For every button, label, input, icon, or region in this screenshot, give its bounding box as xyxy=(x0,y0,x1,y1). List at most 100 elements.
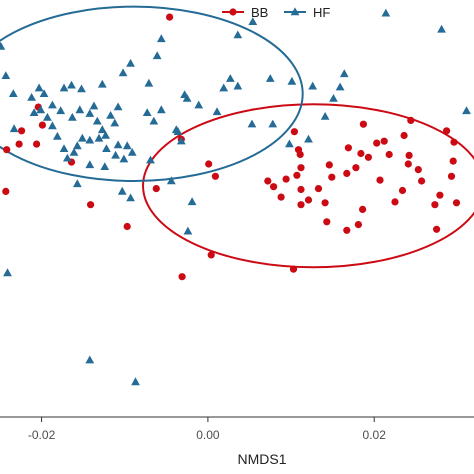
ellipse-hf xyxy=(0,5,304,182)
x-axis-title: NMDS1 xyxy=(237,451,286,467)
point-hf xyxy=(166,176,176,185)
point-bb xyxy=(178,273,186,281)
point-hf xyxy=(329,94,338,102)
point-bb xyxy=(304,196,313,204)
point-bb xyxy=(87,201,95,209)
point-hf xyxy=(146,155,155,164)
point-bb xyxy=(207,251,215,259)
x-tick-label: 0.02 xyxy=(363,428,387,442)
point-hf xyxy=(127,148,137,156)
confidence-ellipses xyxy=(0,5,474,269)
point-bb xyxy=(352,164,360,172)
point-hf xyxy=(59,83,69,92)
legend-marker-hf xyxy=(290,7,300,16)
point-bb xyxy=(296,150,304,159)
point-bb xyxy=(414,166,422,174)
point-hf xyxy=(36,105,46,114)
point-hf xyxy=(73,179,82,188)
point-hf xyxy=(34,83,44,92)
data-points xyxy=(0,8,471,386)
point-hf xyxy=(320,112,330,120)
point-hf xyxy=(247,119,257,128)
point-hf xyxy=(39,89,49,97)
point-hf xyxy=(73,141,82,150)
point-bb xyxy=(359,205,367,213)
point-bb xyxy=(404,160,412,168)
point-hf xyxy=(9,124,19,133)
point-bb xyxy=(400,131,408,140)
point-hf xyxy=(111,150,120,159)
point-bb xyxy=(166,13,174,21)
point-hf xyxy=(437,24,446,33)
point-hf xyxy=(149,116,159,125)
point-bb xyxy=(373,139,381,147)
point-hf xyxy=(29,108,39,116)
point-hf xyxy=(27,93,36,101)
point-bb xyxy=(359,120,367,128)
point-hf xyxy=(187,197,197,206)
point-hf xyxy=(157,34,166,43)
point-bb xyxy=(18,127,26,135)
point-bb xyxy=(354,221,362,229)
point-bb xyxy=(398,186,407,195)
point-bb xyxy=(152,185,160,193)
point-hf xyxy=(0,41,6,50)
point-hf xyxy=(119,154,129,163)
point-hf xyxy=(85,160,95,169)
point-hf xyxy=(56,106,66,115)
point-hf xyxy=(122,141,132,150)
point-hf xyxy=(248,17,258,25)
point-hf xyxy=(113,102,123,111)
point-hf xyxy=(335,82,345,91)
point-bb xyxy=(436,191,444,199)
point-bb xyxy=(418,177,426,185)
point-hf xyxy=(102,144,111,152)
point-bb xyxy=(433,225,441,233)
point-hf xyxy=(77,84,86,93)
legend: BB HF xyxy=(222,5,330,20)
point-hf xyxy=(126,58,135,67)
point-hf xyxy=(75,105,85,114)
point-bb xyxy=(290,128,298,136)
point-hf xyxy=(97,125,107,134)
point-hf xyxy=(131,377,140,386)
point-hf xyxy=(142,108,152,116)
point-hf xyxy=(85,109,95,117)
point-hf xyxy=(48,121,57,130)
point-hf xyxy=(462,106,471,115)
point-hf xyxy=(8,89,18,97)
point-bb xyxy=(264,177,272,185)
point-hf xyxy=(89,101,99,110)
point-bb xyxy=(450,138,458,146)
x-tick-label: 0.00 xyxy=(196,428,220,442)
legend-marker-bb xyxy=(229,8,237,16)
point-bb xyxy=(15,140,23,148)
point-bb xyxy=(364,153,372,161)
point-hf xyxy=(339,69,349,78)
point-hf xyxy=(100,162,110,170)
point-hf xyxy=(233,81,243,90)
point-hf xyxy=(69,148,79,156)
point-bb xyxy=(325,161,333,169)
point-hf xyxy=(117,186,127,195)
point-bb xyxy=(391,198,399,206)
point-bb xyxy=(380,137,388,145)
point-bb xyxy=(343,169,351,177)
point-bb xyxy=(38,121,47,129)
point-bb xyxy=(123,222,131,231)
point-hf xyxy=(171,125,181,134)
point-bb xyxy=(376,176,384,184)
point-hf xyxy=(212,107,222,116)
point-hf xyxy=(219,83,229,92)
point-bb xyxy=(321,199,329,207)
point-bb xyxy=(443,127,451,135)
point-hf xyxy=(63,153,72,162)
point-hf xyxy=(233,30,243,39)
ellipse-bb xyxy=(142,103,474,269)
point-bb xyxy=(293,171,301,179)
point-bb xyxy=(33,140,41,148)
point-hf xyxy=(106,111,115,119)
point-bb xyxy=(344,144,352,152)
point-bb xyxy=(431,201,439,209)
